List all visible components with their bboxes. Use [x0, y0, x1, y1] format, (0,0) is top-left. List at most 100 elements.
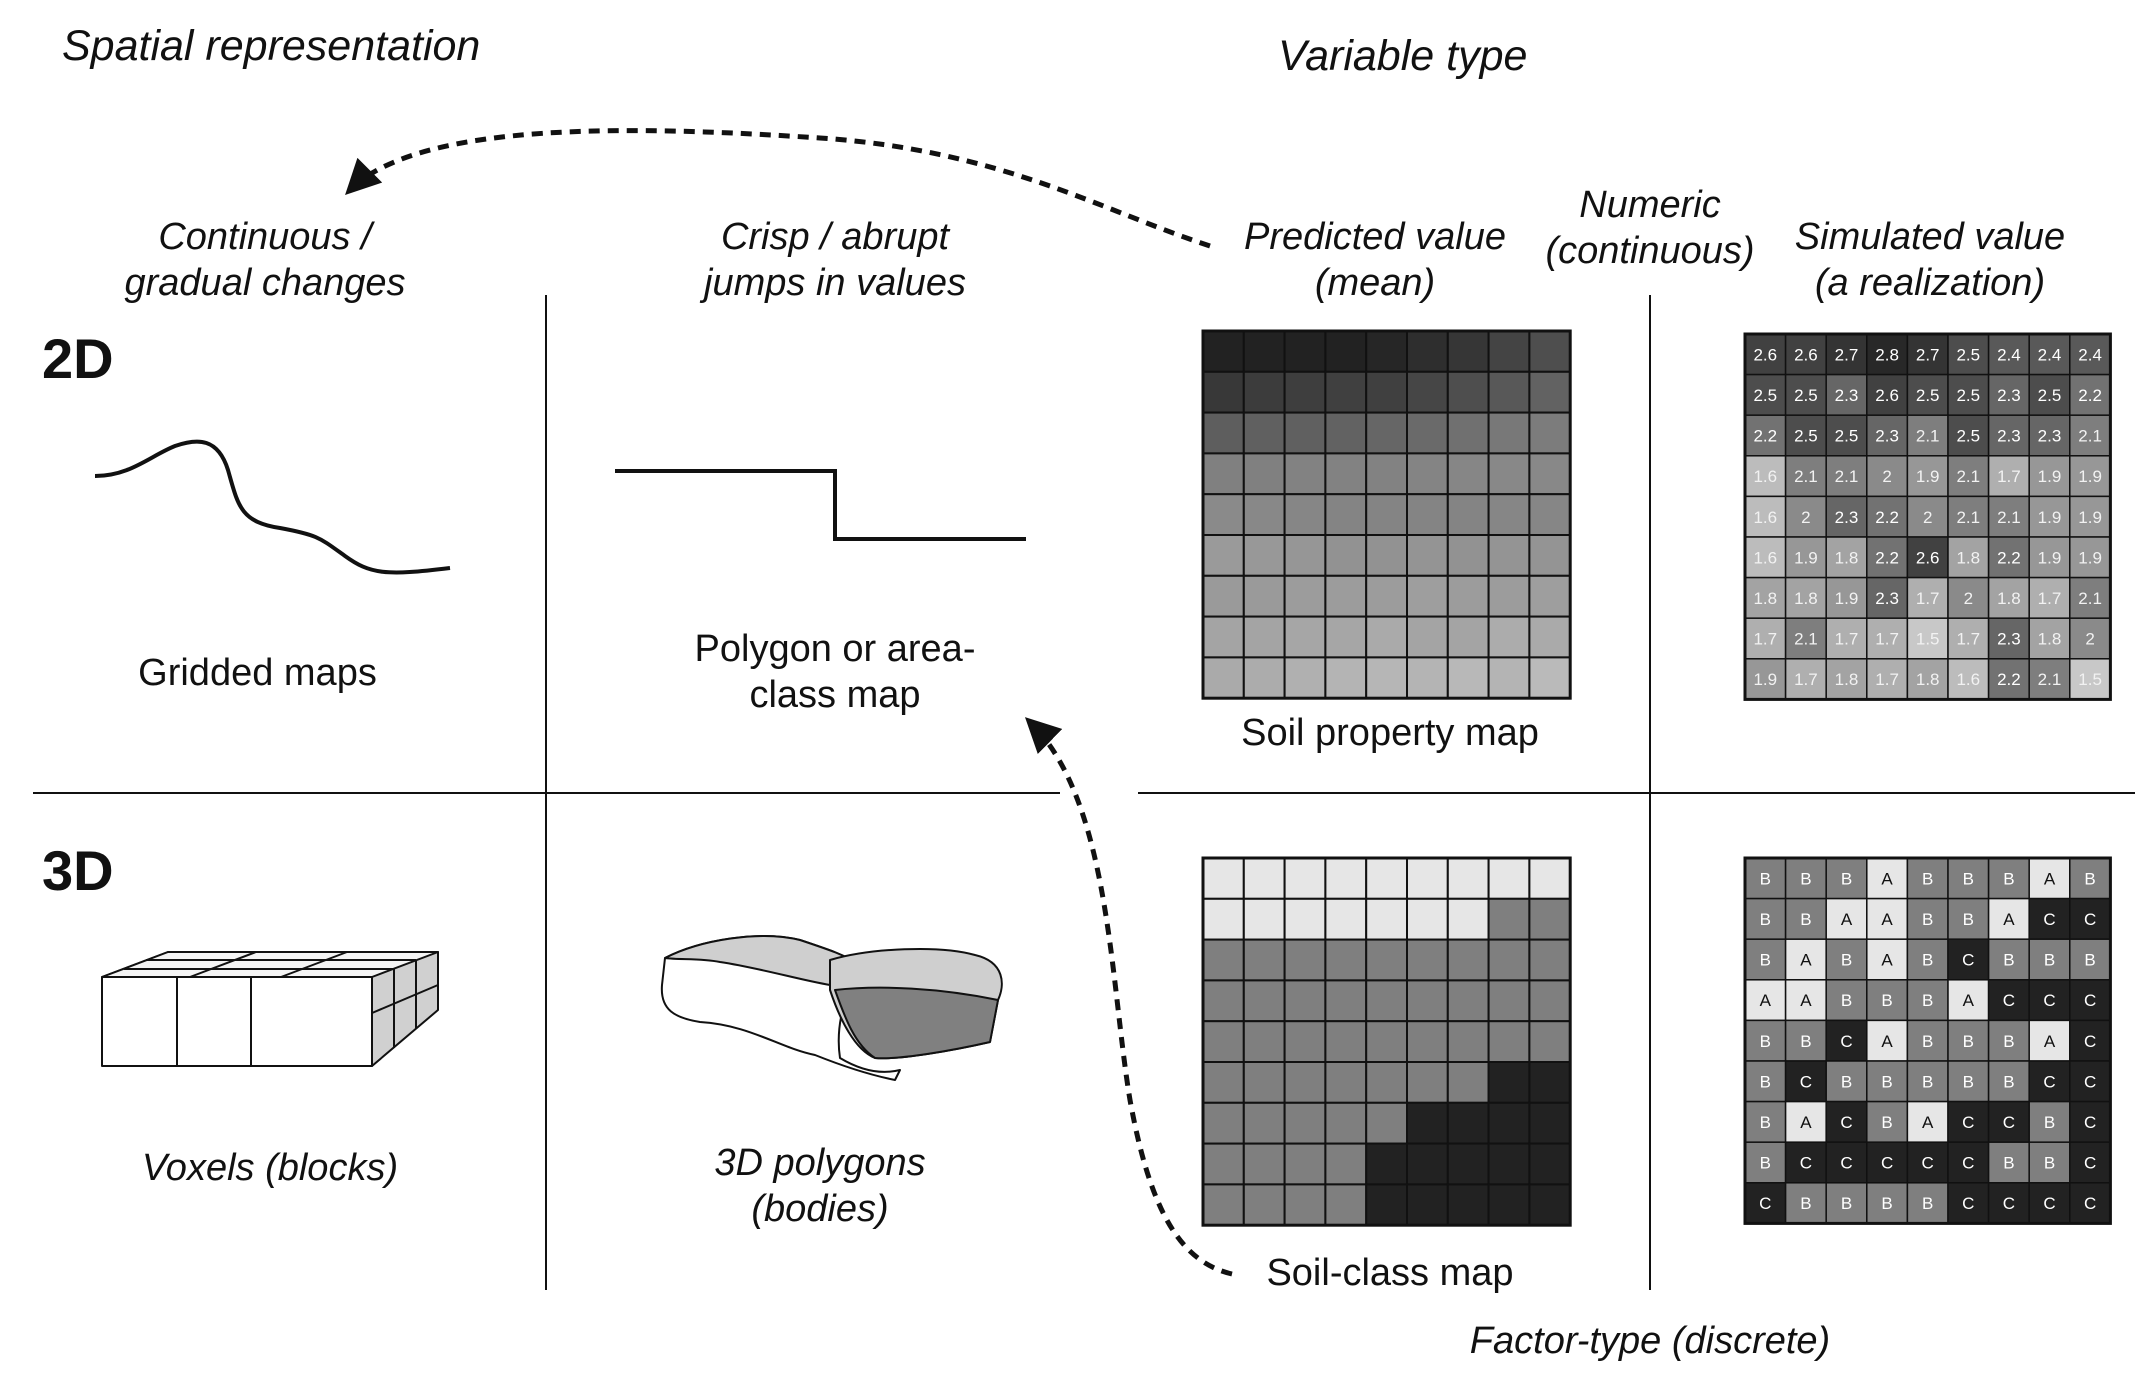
class-grid-cell	[1324, 1061, 1368, 1104]
class-grid-cell	[1487, 979, 1531, 1023]
class-realization-grid-cell-label: C	[1922, 1154, 1934, 1173]
class-grid-cell	[1202, 1101, 1245, 1145]
realization-grid-cell-label: 1.7	[1916, 589, 1940, 608]
realization-grid-cell	[1825, 576, 1868, 619]
class-realization-grid-cell	[1825, 1182, 1868, 1225]
realization-grid-cell	[1784, 333, 1827, 376]
class-realization-grid-cell	[1784, 1141, 1827, 1184]
class-grid-cell	[1365, 1183, 1408, 1227]
realization-grid-cell	[1947, 495, 1990, 538]
class-grid-cell	[1406, 979, 1449, 1023]
class-realization-grid-cell	[1784, 1100, 1827, 1143]
divider-lines	[33, 295, 2135, 1290]
class-realization-grid-cell-label: C	[2084, 1154, 2096, 1173]
realization-grid-cell	[1866, 414, 1909, 457]
mean-grid-cell	[1528, 370, 1572, 414]
class-realization-grid-cell-label: B	[1841, 1194, 1852, 1213]
realization-grid-cell-label: 2.1	[2078, 589, 2102, 608]
realization-grid-cell-label: 2.2	[1753, 427, 1777, 446]
realization-grid-cell-label: 1.6	[1753, 548, 1777, 567]
realization-grid-cell-label: 1.8	[2038, 630, 2062, 649]
class-realization-grid-cell-label: C	[1800, 1154, 1812, 1173]
class-realization-grid-cell-label: B	[1881, 1113, 1892, 1132]
realization-grid-cell-label: 1.9	[2078, 508, 2102, 527]
mean-grid-cell	[1487, 452, 1531, 496]
mean-grid-cell	[1446, 493, 1490, 537]
realization-grid-cell-label: 1.9	[1753, 670, 1777, 689]
class-grid-cell	[1324, 897, 1368, 941]
mean-grid-cell	[1242, 534, 1286, 577]
class-grid-cell	[1202, 1183, 1245, 1227]
class-realization-grid-cell-label: B	[2044, 1113, 2055, 1132]
mean-grid-cell	[1202, 534, 1245, 577]
realization-grid-cell-label: 2.4	[2038, 345, 2062, 364]
realization-grid-cell-label: 1.9	[1916, 467, 1940, 486]
mean-grid-cell	[1283, 330, 1327, 373]
class-grid-cell	[1528, 1101, 1572, 1145]
column-continuous: Continuous / gradual changes	[100, 214, 430, 306]
realization-grid-cell-label: 2.3	[1835, 508, 1859, 527]
voxel-edge	[371, 984, 439, 1014]
class-grid-cell	[1487, 897, 1531, 941]
class-grid-cell	[1528, 1183, 1572, 1227]
realization-grid-cell	[1866, 617, 1909, 660]
class-realization-grid-cell-label: B	[2084, 951, 2095, 970]
mean-grid-cell	[1202, 452, 1245, 496]
mean-grid-cell	[1365, 615, 1408, 659]
mean-grid-cell	[1487, 370, 1531, 414]
class-realization-grid-cell	[2028, 1060, 2071, 1103]
class-realization-grid-cell	[1866, 1100, 1909, 1143]
class-realization-grid-cell	[1744, 1060, 1787, 1103]
mean-grid-cell	[1283, 493, 1327, 537]
class-grid-cell	[1365, 1142, 1408, 1186]
realization-grid-cell-label: 2.2	[1997, 670, 2021, 689]
class-grid-cell	[1446, 1183, 1490, 1227]
class-realization-grid-cell-label: A	[2003, 910, 2015, 929]
column-crisp-line1: Crisp / abrupt	[720, 216, 950, 258]
realization-grid-cell	[1866, 576, 1909, 619]
class-grid-cell	[1202, 897, 1245, 941]
mean-grid-cell	[1324, 370, 1368, 414]
class-realization-grid-cell-label: C	[2043, 910, 2055, 929]
mean-grid-cell	[1487, 330, 1531, 373]
realization-grid-cell-label: 1.7	[2038, 589, 2062, 608]
mean-grid-cell	[1446, 330, 1490, 373]
grid-predicted-mean	[1201, 329, 1572, 700]
mean-grid-cell	[1202, 615, 1245, 659]
realization-grid-cell	[1906, 455, 1949, 498]
realization-grid-cell-label: 1.7	[1956, 630, 1980, 649]
realization-grid-cell	[2028, 455, 2071, 498]
mean-grid-cell	[1528, 452, 1572, 496]
column-predicted: Predicted value (mean)	[1230, 214, 1520, 306]
class-realization-grid-cell-label: A	[1881, 869, 1893, 888]
realization-grid-cell	[1947, 536, 1990, 579]
realization-grid-cell	[2069, 536, 2112, 579]
mean-grid-cell	[1365, 370, 1408, 414]
class-grid-border	[1201, 856, 1572, 1227]
class-realization-grid-cell	[2028, 1019, 2071, 1062]
realization-grid-cell-label: 2.3	[1997, 630, 2021, 649]
mean-grid-cell	[1242, 370, 1286, 414]
realization-grid-cell-label: 2	[2085, 630, 2094, 649]
mean-grid-cell	[1406, 574, 1449, 618]
realization-grid-cell-label: 1.9	[1835, 589, 1859, 608]
class-grid-cell	[1365, 938, 1408, 982]
class-grid-cell	[1487, 857, 1531, 900]
row-label-2d: 2D	[42, 327, 114, 390]
realization-grid-cell	[1866, 658, 1909, 701]
class-realization-grid-cell-label: C	[2003, 991, 2015, 1010]
realization-grid-cell-label: 1.9	[2078, 548, 2102, 567]
class-realization-grid-cell-label: B	[1922, 1194, 1933, 1213]
polygon-body-dark	[834, 986, 999, 1060]
class-grid-cell	[1324, 1142, 1368, 1186]
class-realization-grid-cell-label: A	[2044, 1032, 2056, 1051]
realization-grid-cell-label: 2.5	[1916, 386, 1940, 405]
label-polygon-map-line2: class map	[749, 674, 921, 716]
grid-simulated-realization: 2.6 2.6 2.7 2.8 2.7 2.5 2.4 2.4 2.4 2.5 2.5 2.3 2.6 2…	[1743, 332, 2112, 701]
class-grid-cell	[1406, 938, 1449, 982]
class-realization-grid-cell-label: B	[1922, 1032, 1933, 1051]
variable-type-header: Variable type	[1278, 32, 1528, 80]
realization-grid-cell-label: 2.1	[1956, 508, 1980, 527]
class-realization-grid-cell	[1987, 1019, 2030, 1062]
mean-grid-cell	[1202, 656, 1245, 700]
